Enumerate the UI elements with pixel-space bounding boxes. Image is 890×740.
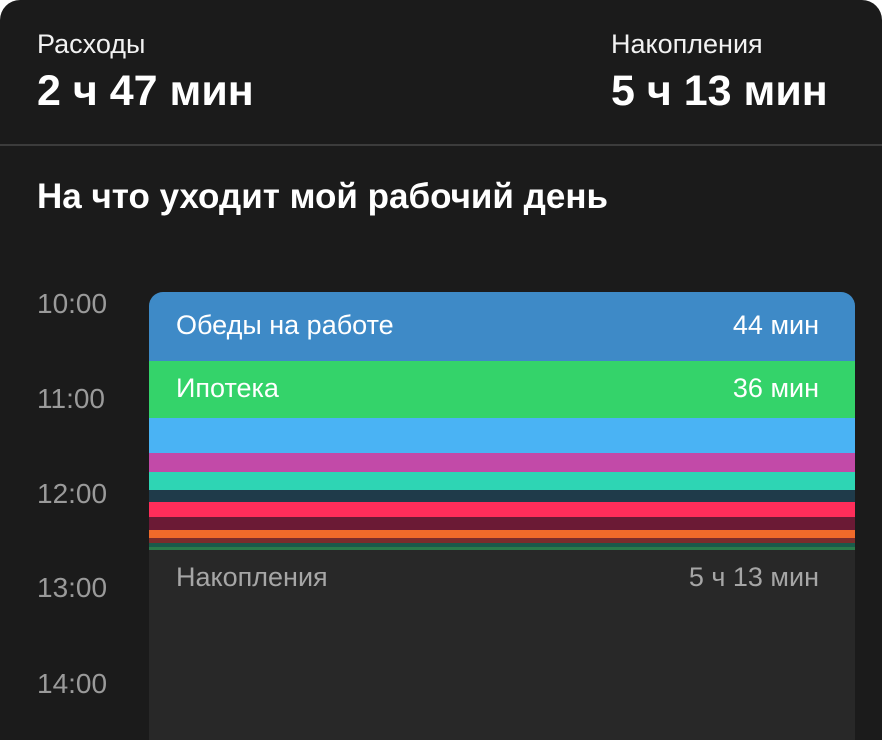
segment-11[interactable] [149,543,855,547]
time-label: 11:00 [37,383,105,414]
expenses-summary[interactable]: Расходы 2 ч 47 мин [37,28,254,116]
segment-value: 36 мин [732,373,819,403]
savings-segment-value: 5 ч 13 мин [688,562,819,592]
expenses-label: Расходы [37,29,146,59]
timeline: Обеды на работе 44 мин Ипотека 36 мин На… [149,292,855,740]
segment-10[interactable] [149,538,855,543]
savings-summary-label: Накопления [611,29,763,59]
time-label: 13:00 [37,572,108,603]
segment-3[interactable] [149,418,855,453]
savings-summary-value: 5 ч 13 мин [611,67,828,115]
summary-header: Расходы 2 ч 47 мин Накопления 5 ч 13 мин [0,0,882,144]
segment-value: 44 мин [732,310,819,340]
expenses-value: 2 ч 47 мин [37,67,254,115]
savings-summary[interactable]: Накопления 5 ч 13 мин [611,28,828,116]
segment-8[interactable] [149,517,855,530]
segment-lunch[interactable]: Обеды на работе 44 мин [149,292,855,361]
section-title: На что уходит мой рабочий день [37,177,609,216]
segment-9[interactable] [149,530,855,538]
segment-7[interactable] [149,502,855,517]
divider [0,144,882,146]
segment-4[interactable] [149,453,855,472]
segment-label: Ипотека [176,373,279,403]
segment-12[interactable] [149,547,855,550]
segment-6[interactable] [149,490,855,502]
time-label: 12:00 [37,478,108,509]
segment-label: Обеды на работе [176,310,394,340]
time-label: 10:00 [37,288,108,319]
time-label: 14:00 [37,668,108,699]
segment-savings[interactable]: Накопления 5 ч 13 мин [149,554,855,740]
segment-5[interactable] [149,472,855,490]
segment-mortgage[interactable]: Ипотека 36 мин [149,361,855,418]
savings-segment-label: Накопления [176,562,328,592]
